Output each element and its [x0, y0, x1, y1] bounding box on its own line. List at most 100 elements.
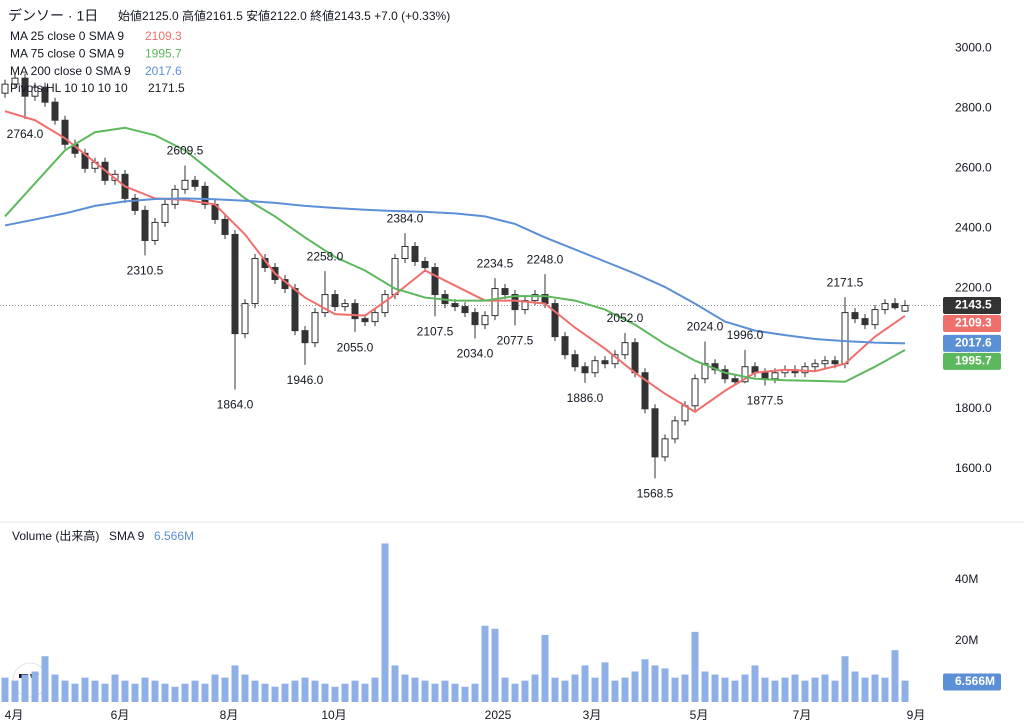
- volume-bar: [861, 677, 869, 702]
- candle-body: [891, 303, 899, 309]
- volume-bar: [491, 628, 499, 702]
- x-tick-label: 10月: [321, 708, 346, 722]
- candle-body: [431, 267, 439, 296]
- legend-name: MA 200 close 0 SMA 9: [10, 64, 131, 78]
- volume-bar: [281, 683, 289, 702]
- volume-bar: [761, 677, 769, 702]
- volume-bar: [831, 680, 839, 702]
- candle-body: [671, 420, 679, 440]
- volume-bar: [661, 668, 669, 702]
- volume-bar: [421, 680, 429, 702]
- pivot-low-label: 1946.0: [287, 373, 324, 387]
- candle-body: [251, 257, 259, 305]
- x-tick-label: 6月: [111, 708, 130, 722]
- volume-bar: [701, 671, 709, 702]
- volume-bar: [351, 680, 359, 702]
- price-badge: [943, 352, 1001, 370]
- pivot-high-label: 2258.0: [307, 249, 344, 263]
- volume-bar: [411, 677, 419, 702]
- candle-body: [631, 342, 639, 374]
- volume-bar: [501, 677, 509, 702]
- volume-bar: [121, 680, 129, 702]
- candle-body: [761, 372, 769, 380]
- pivot-low-label: 2310.5: [127, 264, 164, 278]
- pivot-low-label: 2034.0: [457, 347, 494, 361]
- volume-bar: [461, 686, 469, 702]
- y-tick-label: 1800.0: [955, 401, 992, 415]
- candle-body: [31, 86, 39, 97]
- pivot-low-label: 1568.5: [637, 487, 674, 501]
- candle-body: [51, 101, 59, 121]
- volume-bar: [261, 683, 269, 702]
- pivot-high-label: 1996.0: [727, 328, 764, 342]
- candle-body: [341, 303, 349, 308]
- y-tick-label: 2800.0: [955, 100, 992, 114]
- volume-bar: [631, 671, 639, 702]
- candle-body: [11, 77, 19, 85]
- legend-name: MA 75 close 0 SMA 9: [10, 47, 124, 61]
- volume-bar: [841, 656, 849, 702]
- candle-body: [321, 294, 329, 314]
- volume-bar: [471, 683, 479, 702]
- candle-body: [531, 294, 539, 302]
- price-badge-label: 2109.3: [955, 316, 992, 330]
- candle-body: [741, 366, 749, 383]
- pivot-low-label: 2055.0: [337, 340, 374, 354]
- volume-bar: [681, 674, 689, 702]
- candle-body: [401, 245, 409, 259]
- volume-bar: [81, 677, 89, 702]
- candle-body: [41, 86, 49, 103]
- volume-bar: [161, 683, 169, 702]
- candle-body: [481, 315, 489, 326]
- x-tick-label: 3月: [583, 708, 602, 722]
- candle-body: [661, 438, 669, 458]
- volume-bar: [561, 680, 569, 702]
- candle-body: [471, 312, 479, 326]
- y-tick-label: 2600.0: [955, 160, 992, 174]
- volume-bar: [751, 665, 759, 702]
- y-tick-label: 2200.0: [955, 281, 992, 295]
- volume-bar: [541, 634, 549, 702]
- volume-bar: [711, 674, 719, 702]
- volume-bar: [881, 677, 889, 702]
- price-badge: [943, 315, 1001, 333]
- volume-bar: [11, 680, 19, 702]
- volume-bar: [521, 680, 529, 702]
- candle-body: [771, 372, 779, 380]
- price-badge-label: 2017.6: [955, 336, 992, 350]
- candle-body: [291, 288, 299, 332]
- pivot-low-label: 2764.0: [7, 127, 44, 141]
- volume-sma-name: SMA 9: [109, 529, 145, 543]
- volume-bar: [111, 674, 119, 702]
- x-tick-label: 8月: [220, 708, 239, 722]
- candle-body: [61, 119, 69, 145]
- volume-bar: [771, 680, 779, 702]
- price-badge-label: 2143.5: [955, 298, 992, 312]
- ma-line: [4, 197, 906, 345]
- volume-bar: [221, 677, 229, 702]
- volume-bar: [61, 680, 69, 702]
- x-tick-label: 2025: [485, 708, 512, 722]
- legend-value: 2017.6: [145, 64, 182, 78]
- pivot-high-label: 2609.5: [167, 144, 204, 158]
- volume-badge: [943, 673, 1001, 691]
- volume-bar: [21, 674, 29, 702]
- volume-bar: [821, 674, 829, 702]
- price-badge-label: 1995.7: [955, 354, 992, 368]
- candle-body: [301, 330, 309, 344]
- candle-body: [371, 312, 379, 323]
- x-tick-label: 4月: [5, 708, 24, 722]
- volume-bar: [441, 680, 449, 702]
- candle-body: [871, 309, 879, 326]
- volume-bar: [401, 674, 409, 702]
- pivots-legend-value: 2171.5: [148, 81, 185, 95]
- volume-bar: [171, 686, 179, 702]
- pivots-legend: Pivots HL 10 10 10 10: [10, 81, 128, 95]
- volume-bar: [571, 674, 579, 702]
- candle-body: [651, 408, 659, 458]
- legend-name: MA 25 close 0 SMA 9: [10, 29, 124, 43]
- volume-bar: [241, 674, 249, 702]
- ma-line: [4, 126, 906, 383]
- volume-bar: [181, 683, 189, 702]
